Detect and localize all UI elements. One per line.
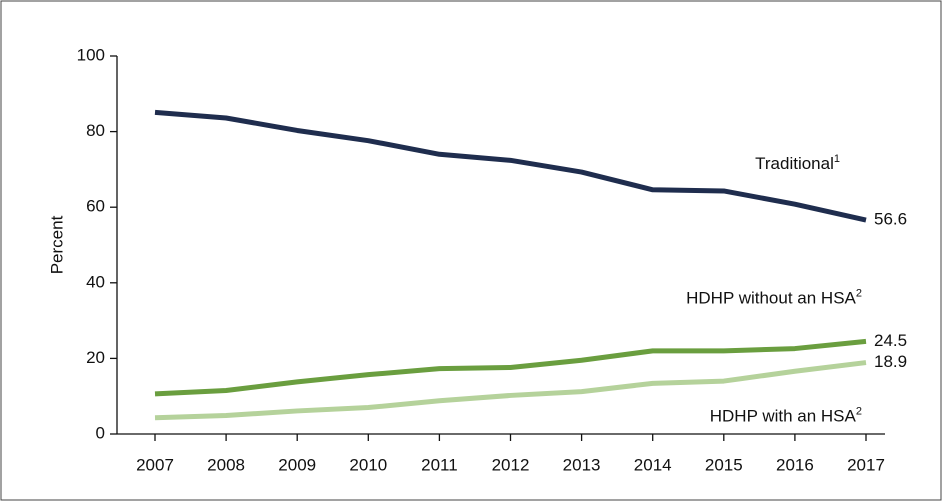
x-tick-label: 2014 (634, 455, 672, 474)
end-value-label: 24.5 (874, 331, 907, 350)
series-label: Traditional1 (755, 153, 840, 174)
x-tick-label: 2011 (421, 455, 458, 474)
series-name: HDHP with an HSA (710, 407, 857, 426)
y-axis-label: Percent (47, 215, 66, 274)
x-tick-label: 2017 (847, 455, 885, 474)
x-tick-label: 2009 (278, 455, 316, 474)
x-tick-label: 2008 (207, 455, 245, 474)
series-name: HDHP without an HSA (686, 289, 856, 308)
x-tick-label: 2012 (492, 455, 530, 474)
x-tick-label: 2015 (705, 455, 743, 474)
end-value-label: 56.6 (874, 210, 907, 229)
series-line (154, 338, 867, 397)
y-tick-label: 20 (86, 348, 105, 367)
y-tick-label: 40 (86, 272, 105, 291)
end-value-label: 18.9 (874, 352, 907, 371)
y-tick-label: 80 (86, 121, 105, 140)
x-tick-label: 2013 (563, 455, 601, 474)
series-label: HDHP with an HSA2 (710, 405, 862, 426)
series-line (154, 109, 867, 223)
x-tick-label: 2010 (349, 455, 387, 474)
y-tick-label: 0 (96, 423, 105, 442)
series-line (154, 360, 867, 421)
y-tick-label: 60 (86, 197, 105, 216)
y-tick-label: 100 (77, 45, 105, 64)
series-label: HDHP without an HSA2 (686, 287, 862, 308)
series-note: 2 (856, 287, 862, 299)
series-name: Traditional (755, 155, 834, 174)
series-note: 2 (856, 405, 862, 417)
x-tick-label: 2016 (776, 455, 814, 474)
x-tick-label: 2007 (136, 455, 174, 474)
series-note: 1 (834, 153, 840, 165)
